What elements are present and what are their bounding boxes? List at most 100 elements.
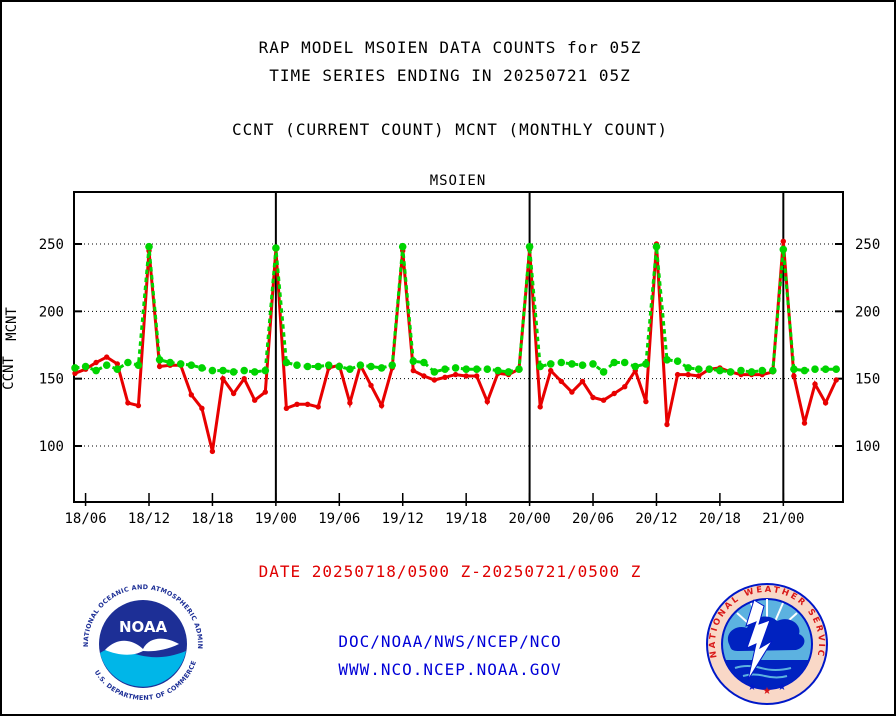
page-title-line2: TIME SERIES ENDING IN 20250721 05Z: [269, 66, 631, 85]
ccnt-marker: [558, 378, 564, 385]
mcnt-marker: [705, 365, 714, 374]
mcnt-marker: [536, 362, 544, 371]
x-axis-label: 20/12: [635, 511, 677, 527]
mcnt-marker: [599, 368, 608, 376]
ccnt-marker: [643, 398, 649, 405]
ccnt-marker: [156, 363, 163, 370]
ccnt-marker: [569, 389, 575, 395]
mcnt-marker: [134, 361, 143, 370]
mcnt-marker: [208, 366, 217, 375]
y-axis-label-right: 200: [855, 304, 880, 320]
nws-star-icon: ★: [778, 682, 787, 693]
mcnt-marker: [472, 365, 481, 374]
mcnt-marker: [747, 368, 756, 376]
mcnt-marker: [124, 358, 132, 367]
ccnt-marker: [220, 376, 226, 382]
ccnt-marker: [347, 400, 353, 406]
ccnt-marker: [822, 400, 829, 406]
date-range-label: DATE 20250718/0500 Z-20250721/0500 Z: [258, 562, 642, 581]
mcnt-marker: [145, 242, 153, 251]
x-axis-label: 20/00: [509, 511, 551, 527]
x-axis-label: 21/00: [762, 511, 804, 527]
ccnt-marker: [611, 390, 617, 397]
mcnt-marker: [409, 357, 418, 366]
x-axis-label: 19/00: [255, 511, 297, 527]
mcnt-marker: [71, 364, 79, 372]
mcnt-marker: [240, 366, 248, 375]
mcnt-marker: [113, 365, 122, 374]
noaa-gull-icon: [105, 638, 179, 655]
axis-side-label-ccnt: CCNT: [2, 356, 17, 390]
ccnt-marker: [780, 238, 786, 244]
ccnt-marker: [410, 367, 416, 374]
ccnt-marker: [622, 384, 628, 390]
mcnt-marker: [250, 368, 259, 376]
ccnt-marker: [812, 381, 818, 387]
mcnt-marker: [187, 361, 196, 370]
mcnt-marker: [578, 361, 587, 370]
ccnt-marker: [600, 397, 607, 403]
nws-star-icon: ★: [748, 682, 757, 693]
ccnt-marker: [241, 376, 247, 382]
ccnt-marker: [463, 373, 469, 379]
mcnt-marker: [790, 365, 798, 374]
mcnt-marker: [282, 358, 291, 367]
mcnt-marker: [398, 242, 407, 251]
ccnt-marker: [72, 370, 78, 376]
chart-title: MSOIEN: [430, 173, 487, 189]
x-axis-label: 20/18: [699, 511, 741, 527]
x-axis-label: 19/12: [382, 511, 424, 527]
ccnt-marker: [548, 367, 554, 374]
y-axis-label-left: 200: [39, 304, 64, 320]
ccnt-marker: [674, 371, 681, 378]
mcnt-marker: [176, 360, 185, 368]
mcnt-marker: [81, 362, 90, 371]
ccnt-marker: [537, 404, 543, 410]
y-axis-label-left: 150: [39, 372, 64, 388]
ccnt-marker: [304, 401, 311, 407]
ccnt-marker: [378, 402, 385, 409]
ccnt-marker: [125, 400, 131, 406]
mcnt-line: [74, 246, 837, 374]
ccnt-marker: [135, 402, 142, 409]
ccnt-marker: [685, 371, 691, 378]
mcnt-marker: [324, 361, 333, 370]
mcnt-marker: [800, 366, 809, 375]
nws-sea: [724, 660, 810, 690]
mcnt-marker: [769, 366, 777, 375]
mcnt-marker: [314, 362, 323, 371]
y-axis-label-right: 250: [855, 237, 880, 253]
legend-definitions: CCNT (CURRENT COUNT) MCNT (MONTHLY COUNT…: [232, 120, 668, 139]
noaa-logo: NOAA NATIONAL OCEANIC AND ATMOSPHERIC AD…: [79, 580, 204, 702]
mcnt-marker: [631, 362, 640, 371]
mcnt-marker: [525, 242, 534, 251]
mcnt-marker: [568, 360, 576, 368]
mcnt-marker: [377, 364, 386, 372]
y-axis-label-right: 100: [855, 439, 880, 455]
mcnt-marker: [758, 366, 766, 375]
ccnt-marker: [209, 448, 216, 455]
ccnt-marker: [252, 397, 258, 403]
ccnt-marker: [590, 394, 596, 401]
ccnt-marker: [696, 373, 702, 379]
mcnt-marker: [589, 360, 597, 368]
mcnt-marker: [779, 245, 788, 254]
mcnt-marker: [293, 361, 301, 370]
mcnt-marker: [155, 356, 164, 364]
ccnt-marker: [199, 405, 205, 411]
ccnt-marker: [315, 404, 321, 410]
nws-wave-line: [734, 665, 792, 671]
mcnt-marker: [303, 362, 312, 371]
nws-logo: ★ ★ ★ NATIONAL WEATHER SERVICE: [703, 580, 828, 705]
mcnt-marker: [557, 358, 566, 367]
x-axis-label: 18/12: [128, 511, 170, 527]
mcnt-marker: [811, 365, 819, 374]
mcnt-marker: [515, 365, 523, 374]
ccnt-marker: [431, 377, 438, 383]
ccnt-marker: [283, 405, 290, 411]
ccnt-marker: [294, 401, 300, 407]
mcnt-marker: [462, 365, 471, 374]
ccnt-marker: [93, 359, 99, 366]
